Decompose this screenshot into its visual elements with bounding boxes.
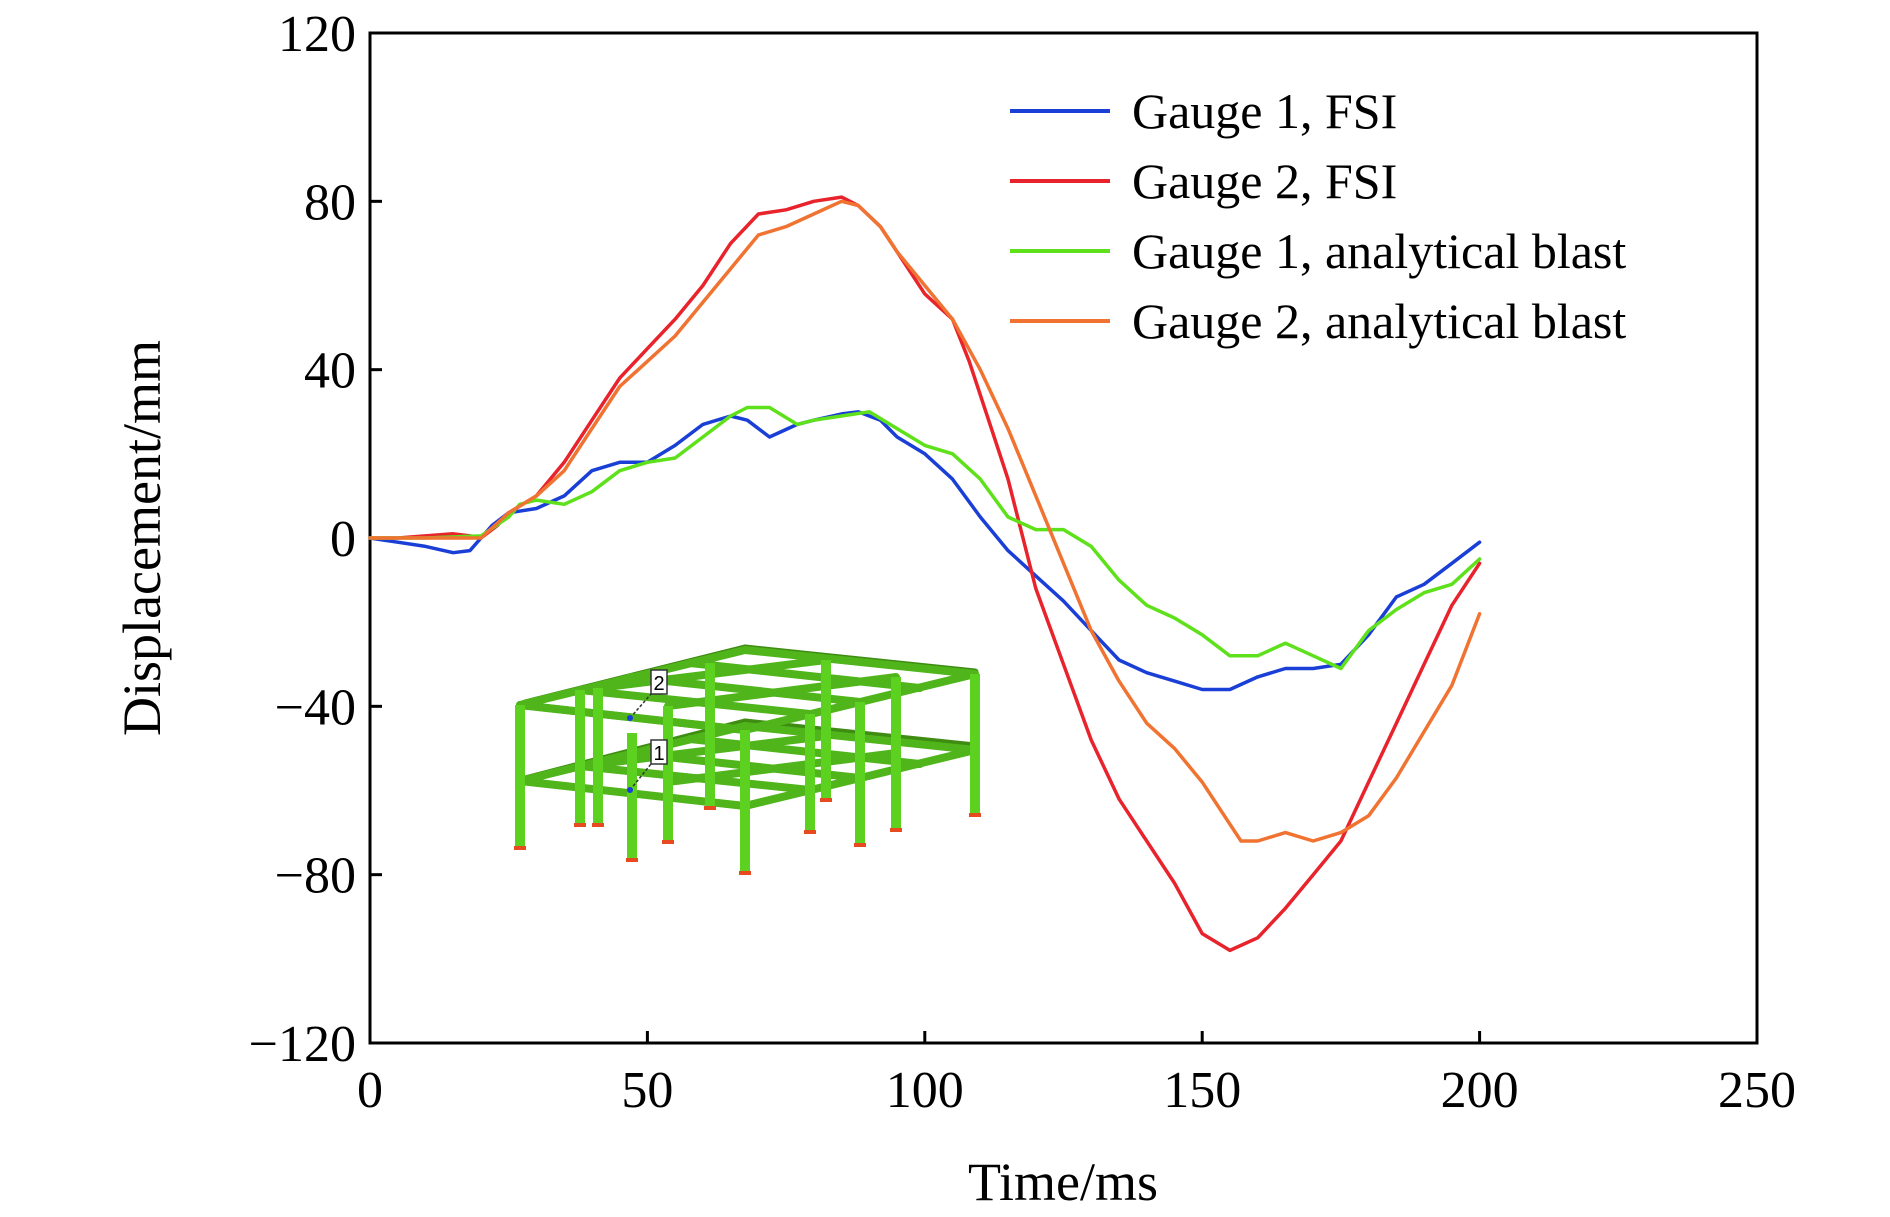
- legend-label-4: Gauge 2, analytical blast: [1132, 293, 1626, 349]
- plot-frame: [368, 31, 1759, 1045]
- x-tick-label: 0: [357, 1062, 383, 1119]
- legend-label-3: Gauge 1, analytical blast: [1132, 223, 1626, 279]
- y-tick-label: 80: [304, 174, 356, 231]
- y-axis-ticks: −120 −80 −40 0 40 80 120: [249, 6, 382, 1073]
- x-tick-label: 200: [1441, 1062, 1519, 1119]
- series-line-4: [368, 199, 1482, 843]
- x-axis-title: Time/ms: [968, 1152, 1158, 1212]
- x-tick-label: 250: [1718, 1062, 1796, 1119]
- y-tick-label: 40: [304, 343, 356, 400]
- series-line-3: [368, 405, 1482, 671]
- svg-text:1: 1: [653, 743, 664, 765]
- y-tick-label: −80: [275, 848, 356, 905]
- x-axis-ticks: 0 50 100 150 200 250: [357, 1031, 1796, 1119]
- x-tick-label: 50: [621, 1062, 673, 1119]
- x-tick-label: 150: [1163, 1062, 1241, 1119]
- inset-gauge-1: 1: [627, 739, 668, 793]
- inset-frame-structure: 2 1: [514, 644, 981, 875]
- series-lines: [368, 195, 1482, 953]
- svg-text:2: 2: [653, 673, 664, 695]
- y-tick-label: 0: [330, 511, 356, 568]
- legend: Gauge 1, FSI Gauge 2, FSI Gauge 1, analyti…: [1010, 83, 1626, 349]
- series-line-1: [368, 410, 1482, 692]
- y-tick-label: −40: [275, 679, 356, 736]
- y-tick-label: 120: [278, 6, 356, 63]
- x-tick-label: 100: [886, 1062, 964, 1119]
- inset-gauge-2: 2: [627, 669, 668, 721]
- y-tick-label: −120: [249, 1016, 356, 1073]
- legend-label-2: Gauge 2, FSI: [1132, 153, 1397, 209]
- y-axis-title: Displacement/mm: [112, 340, 172, 736]
- legend-label-1: Gauge 1, FSI: [1132, 83, 1397, 139]
